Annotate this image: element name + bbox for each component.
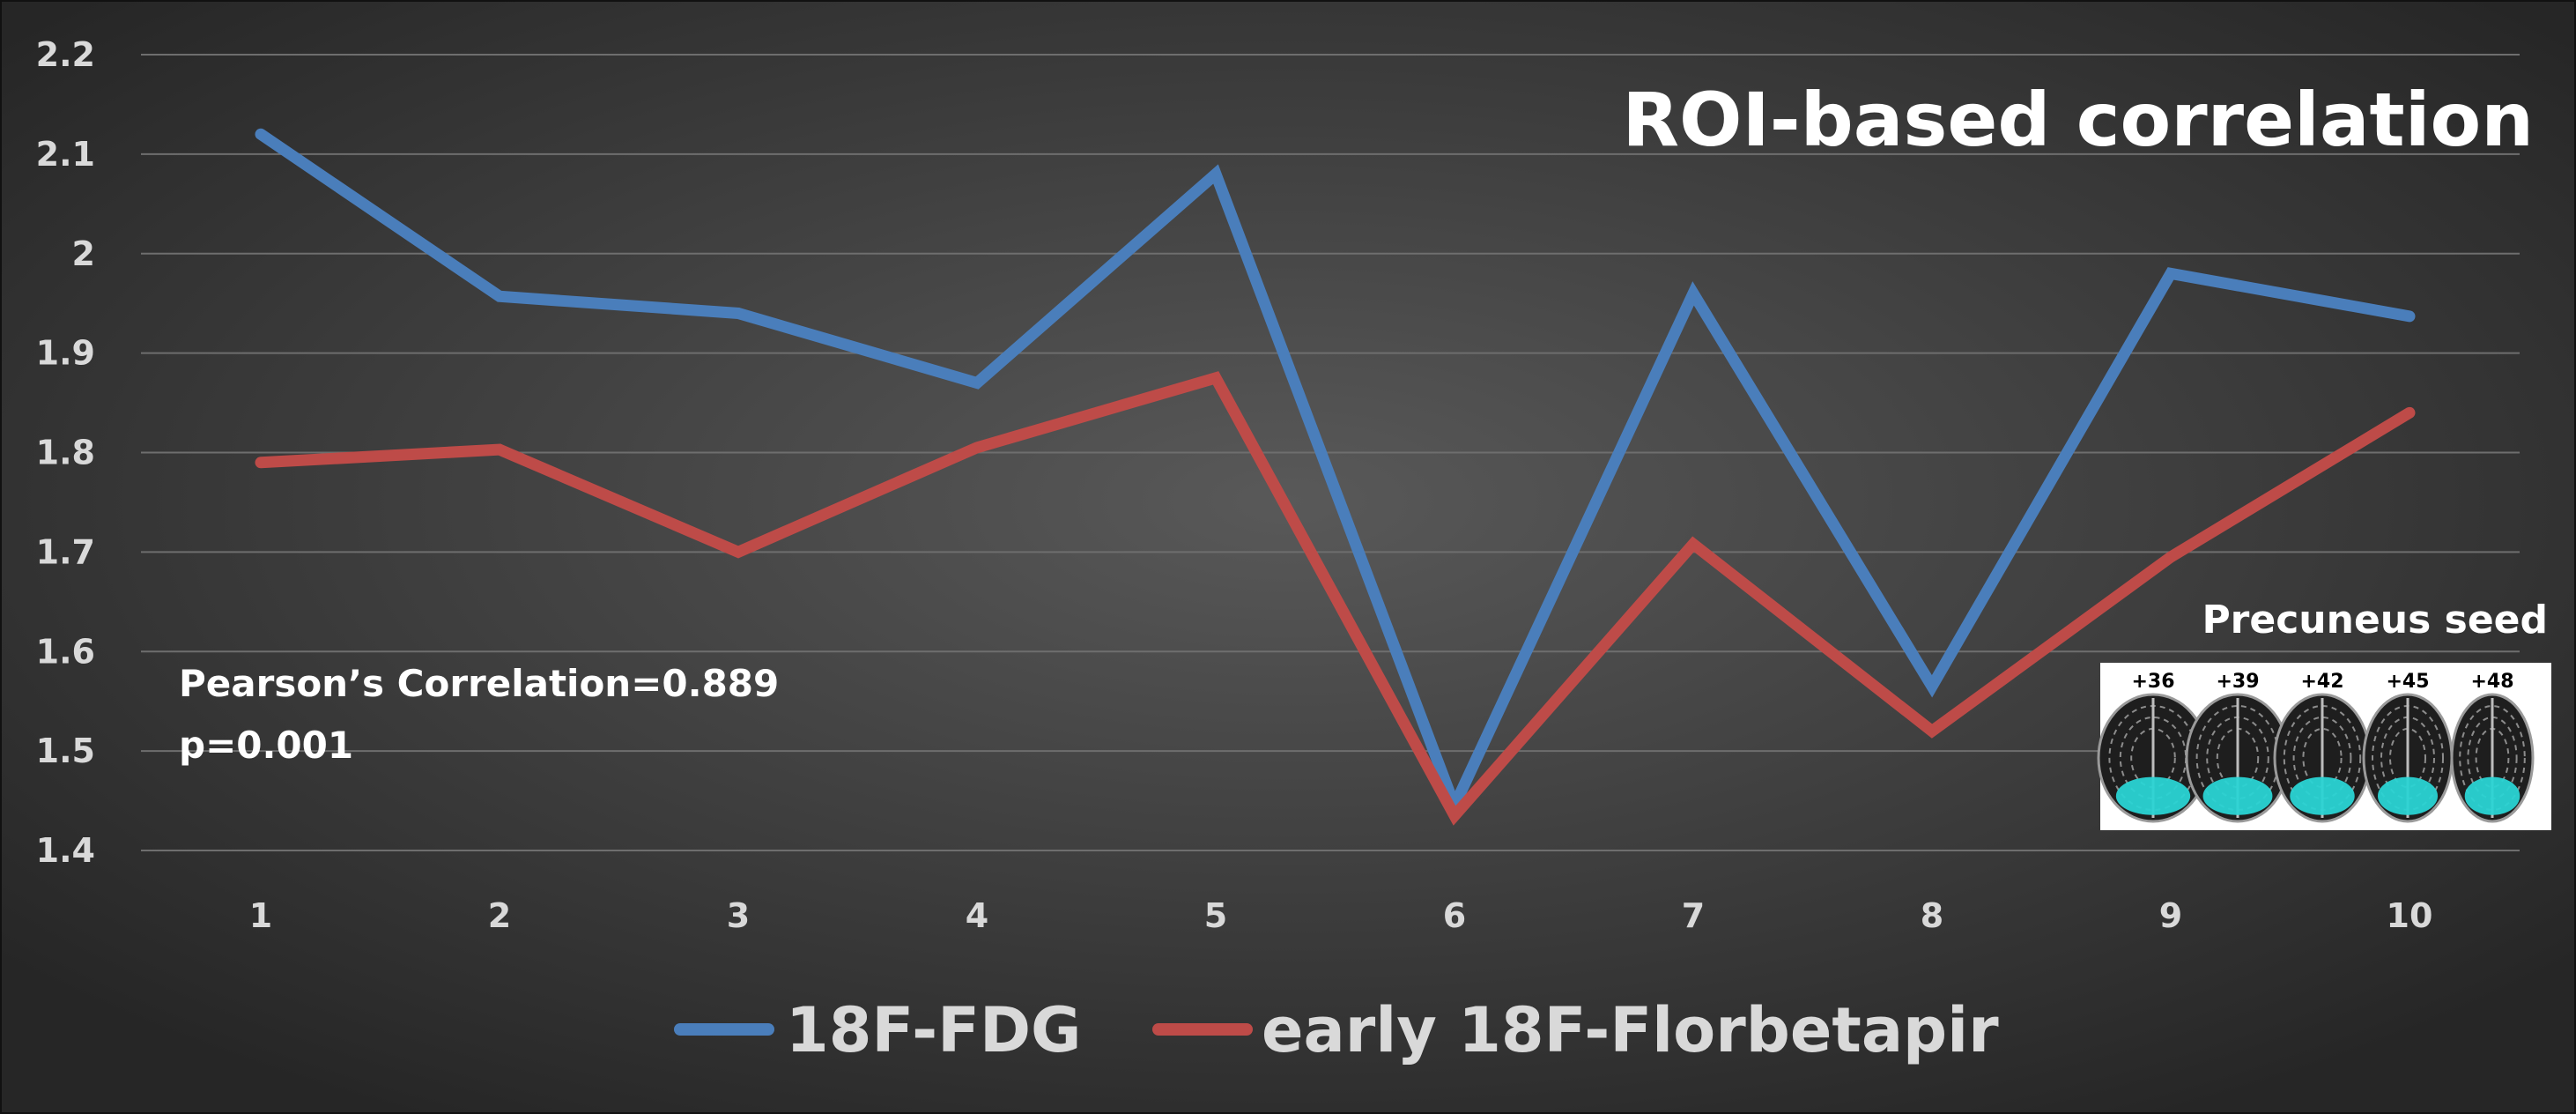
precuneus-inset: Precuneus seed +36 +39 +42 +45 +48 bbox=[2097, 598, 2551, 830]
x-tick-label: 5 bbox=[1204, 896, 1227, 935]
brain-gyri bbox=[2292, 716, 2352, 800]
data-point bbox=[737, 551, 739, 553]
data-point bbox=[2409, 315, 2410, 317]
series-line-0 bbox=[255, 128, 2416, 821]
y-tick-label: 2.1 bbox=[36, 135, 95, 174]
slice-label: +42 bbox=[2300, 671, 2343, 693]
p-value-annotation: p=0.001 bbox=[179, 724, 353, 767]
y-tick-label: 1.9 bbox=[36, 334, 95, 373]
precuneus-region bbox=[2290, 776, 2355, 815]
gridlines bbox=[141, 54, 2520, 851]
y-tick-label: 1.6 bbox=[36, 632, 95, 671]
x-tick-label: 4 bbox=[966, 896, 988, 935]
data-point bbox=[260, 133, 262, 136]
x-tick-label: 6 bbox=[1443, 896, 1466, 935]
data-point bbox=[2170, 272, 2172, 275]
data-point bbox=[1454, 814, 1455, 817]
inset-brain-slices: +36 +39 +42 +45 +48 bbox=[2097, 671, 2535, 823]
legend-label-0: 18F-FDG bbox=[786, 994, 1082, 1066]
data-point bbox=[1692, 543, 1694, 546]
data-point bbox=[260, 461, 262, 464]
chart-title: ROI-based correlation bbox=[1622, 77, 2534, 163]
precuneus-region bbox=[2464, 776, 2520, 815]
inset-title: Precuneus seed bbox=[2202, 598, 2548, 642]
data-point bbox=[976, 382, 978, 384]
legend: 18F-FDG early 18F-Florbetapir bbox=[674, 994, 1999, 1066]
data-point bbox=[1215, 376, 1217, 379]
pearson-annotation: Pearson’s Correlation=0.889 bbox=[179, 662, 779, 705]
y-axis-ticks: 1.4 1.5 1.6 1.7 1.8 1.9 2 2.1 2.2 bbox=[36, 35, 95, 870]
x-tick-label: 8 bbox=[1921, 896, 1943, 935]
data-point bbox=[1215, 173, 1217, 175]
data-point bbox=[1692, 292, 1694, 294]
data-point bbox=[1931, 730, 1933, 732]
data-point bbox=[2170, 556, 2172, 559]
slice-label: +48 bbox=[2470, 671, 2513, 693]
precuneus-region bbox=[2378, 776, 2438, 815]
x-tick-label: 7 bbox=[1682, 896, 1705, 935]
data-point bbox=[737, 312, 739, 315]
y-tick-label: 1.4 bbox=[36, 831, 95, 870]
y-tick-label: 2 bbox=[72, 234, 95, 273]
x-tick-label: 10 bbox=[2387, 896, 2433, 935]
data-point bbox=[1931, 685, 1933, 687]
y-tick-label: 1.7 bbox=[36, 532, 95, 571]
y-tick-label: 2.2 bbox=[36, 35, 95, 74]
series-lines bbox=[255, 128, 2416, 826]
precuneus-region bbox=[2115, 776, 2191, 815]
data-point bbox=[2409, 412, 2410, 414]
y-tick-label: 1.5 bbox=[36, 732, 95, 770]
x-tick-label: 1 bbox=[249, 896, 272, 935]
brain-gyri bbox=[2459, 704, 2526, 812]
series-line-1 bbox=[255, 371, 2416, 826]
data-point bbox=[499, 449, 500, 451]
x-tick-label: 3 bbox=[727, 896, 750, 935]
data-point bbox=[499, 295, 500, 298]
legend-label-1: early 18F-Florbetapir bbox=[1262, 994, 1999, 1066]
y-tick-label: 1.8 bbox=[36, 434, 95, 472]
slice-label: +36 bbox=[2131, 671, 2174, 693]
precuneus-region bbox=[2202, 776, 2273, 815]
slice-label: +39 bbox=[2216, 671, 2259, 693]
x-axis-ticks: 1 2 3 4 5 6 7 8 9 10 bbox=[249, 896, 2433, 935]
slice-label: +45 bbox=[2386, 671, 2429, 693]
data-point bbox=[976, 446, 978, 449]
x-tick-label: 2 bbox=[488, 896, 511, 935]
x-tick-label: 9 bbox=[2159, 896, 2182, 935]
